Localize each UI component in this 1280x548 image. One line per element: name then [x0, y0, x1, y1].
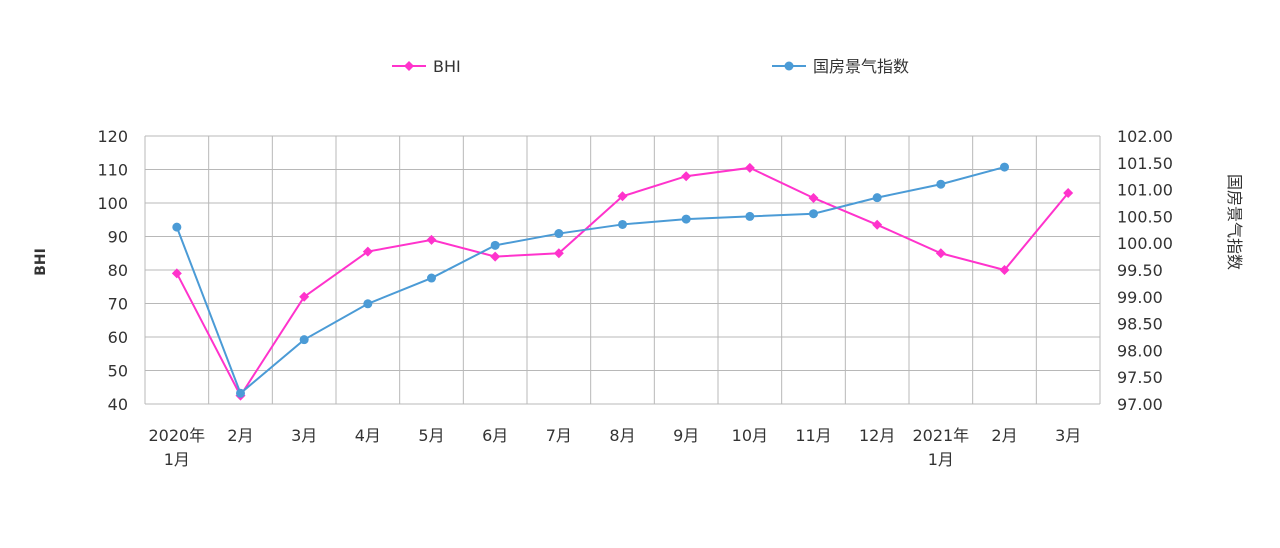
data-point-bhi: [490, 251, 501, 262]
x-tick-label: 3月: [1055, 426, 1081, 445]
data-point-guofang: [936, 179, 946, 189]
x-tick-label: 2020年: [148, 426, 205, 445]
left-tick-label: 70: [108, 295, 128, 314]
x-tick-label: 9月: [673, 426, 699, 445]
left-tick-label: 120: [97, 127, 128, 146]
left-tick-label: 50: [108, 362, 128, 381]
series-layer: [171, 162, 1074, 401]
data-point-bhi: [808, 192, 819, 203]
x-tick-label: 1月: [164, 450, 190, 469]
series-line-0: [175, 166, 1069, 398]
right-axis-ticks: 102.00 101.50 101.00 100.50 100.00 99.50 99.00…: [1117, 127, 1173, 414]
data-point-bhi: [744, 162, 755, 173]
left-tick-label: 110: [97, 161, 128, 180]
left-tick-label: 80: [108, 261, 128, 280]
x-tick-label: 12月: [859, 426, 895, 445]
data-point-guofang: [554, 229, 564, 239]
data-point-bhi: [617, 191, 628, 202]
right-axis-title: 国房景气指数: [1225, 174, 1244, 270]
x-axis-ticks: 2020年 1月 2月 3月 4月 5月 6月 7月 8月 9月 10月 11月 12月 2021年 1月 2…: [148, 426, 1081, 469]
x-tick-label: 6月: [482, 426, 508, 445]
legend: BHI 国房景气指数: [392, 57, 909, 76]
x-tick-label: 7月: [546, 426, 572, 445]
data-point-bhi: [171, 268, 182, 279]
data-point-bhi: [426, 234, 437, 245]
data-point-bhi: [299, 291, 310, 302]
x-tick-label: 10月: [732, 426, 768, 445]
right-tick-label: 97.50: [1117, 368, 1163, 387]
data-point-guofang: [1000, 162, 1009, 172]
x-tick-label: 8月: [609, 426, 635, 445]
data-point-guofang: [681, 214, 691, 224]
x-tick-label: 1月: [928, 450, 954, 469]
right-tick-label: 97.00: [1117, 395, 1163, 414]
right-tick-label: 100.00: [1117, 234, 1173, 253]
data-point-guofang: [490, 240, 500, 250]
grid-lines: [144, 135, 1101, 405]
right-tick-label: 98.50: [1117, 315, 1163, 334]
x-tick-label: 2月: [227, 426, 253, 445]
data-point-guofang: [172, 222, 182, 232]
data-point-bhi: [681, 171, 692, 182]
x-tick-label: 2021年: [912, 426, 969, 445]
left-tick-label: 60: [108, 328, 128, 347]
data-point-guofang: [745, 211, 755, 221]
legend-guofang-marker: [784, 61, 794, 71]
right-tick-label: 101.00: [1117, 181, 1173, 200]
left-tick-label: 100: [97, 194, 128, 213]
data-point-bhi: [999, 265, 1010, 275]
data-point-bhi: [935, 248, 946, 259]
data-point-bhi: [1063, 187, 1074, 198]
data-point-bhi: [872, 219, 883, 230]
right-tick-label: 99.00: [1117, 288, 1163, 307]
x-tick-label: 3月: [291, 426, 317, 445]
data-point-bhi: [553, 248, 564, 259]
right-tick-label: 98.00: [1117, 341, 1163, 360]
right-tick-label: 102.00: [1117, 127, 1173, 146]
data-point-bhi: [362, 246, 373, 257]
left-axis-title: BHI: [33, 248, 49, 276]
left-axis-ticks: 120 110 100 90 80 70 60 50 40: [97, 127, 128, 414]
right-tick-label: 101.50: [1117, 154, 1173, 173]
x-tick-label: 5月: [418, 426, 444, 445]
data-point-guofang: [809, 209, 818, 219]
x-tick-label: 4月: [355, 426, 381, 445]
series-line-1: [175, 166, 1005, 395]
legend-bhi-label: BHI: [433, 57, 461, 76]
data-point-guofang: [427, 273, 436, 283]
x-tick-label: 2月: [991, 426, 1017, 445]
data-point-guofang: [236, 388, 245, 398]
data-point-guofang: [872, 193, 882, 203]
left-tick-label: 90: [108, 228, 128, 247]
legend-guofang-label: 国房景气指数: [813, 57, 909, 76]
data-point-guofang: [618, 219, 627, 229]
legend-bhi-marker: [404, 61, 414, 71]
left-tick-label: 40: [108, 395, 128, 414]
data-point-guofang: [363, 299, 373, 309]
data-point-guofang: [299, 335, 309, 345]
x-tick-label: 11月: [795, 426, 831, 445]
right-tick-label: 100.50: [1117, 207, 1173, 226]
right-tick-label: 99.50: [1117, 261, 1163, 280]
